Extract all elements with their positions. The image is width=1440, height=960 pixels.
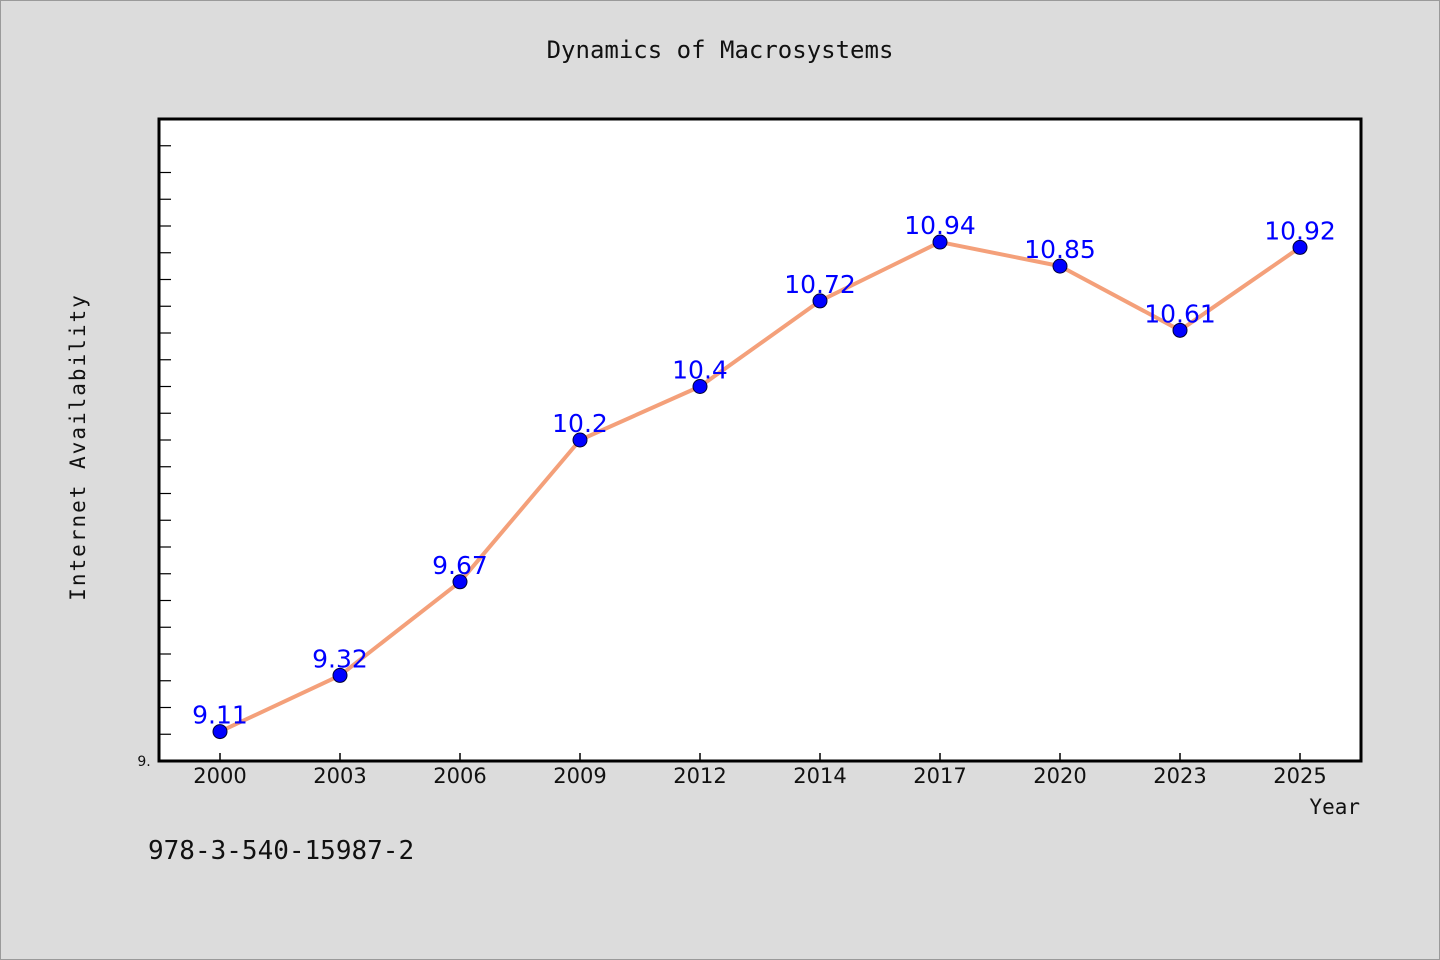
data-point-marker [1292, 239, 1308, 255]
data-label: 10.61 [1144, 299, 1216, 328]
isbn-footnote: 978-3-540-15987-2 [148, 836, 415, 866]
x-tick-label: 2006 [433, 764, 486, 788]
data-point-marker [572, 432, 588, 448]
x-axis-label: Year [1309, 795, 1360, 819]
series-line [218, 240, 1302, 734]
data-point-marker [1052, 258, 1068, 274]
data-label: 10.85 [1024, 235, 1096, 264]
data-point-marker [1172, 322, 1188, 338]
data-label: 10.2 [552, 409, 608, 438]
data-label: 10.94 [904, 211, 976, 240]
data-label: 10.4 [672, 356, 728, 385]
y-tick-label-min: 9. [137, 754, 150, 770]
x-tick-label: 2009 [553, 764, 606, 788]
x-tick-label: 2012 [673, 764, 726, 788]
data-point-marker [812, 293, 828, 309]
x-tick-label: 2000 [193, 764, 246, 788]
x-axis-ticks: 2000 2003 2006 2009 2012 2014 2017 2020 2023 2025 [193, 753, 1327, 788]
chart-title: Dynamics of Macrosystems [546, 36, 894, 64]
y-axis-ticks [159, 145, 171, 735]
data-label: 9.67 [432, 551, 488, 580]
x-tick-label: 2003 [313, 764, 366, 788]
x-tick-label: 2020 [1033, 764, 1086, 788]
data-label: 10.72 [784, 270, 856, 299]
data-label: 9.11 [192, 701, 248, 730]
x-tick-label: 2025 [1273, 764, 1326, 788]
data-point-marker [332, 667, 348, 683]
plot-area [157, 117, 1363, 763]
data-labels: 9.11 9.32 9.67 10.2 10.4 10.72 10.94 10.85 10.61… [192, 211, 1336, 730]
x-tick-label: 2014 [793, 764, 846, 788]
x-tick-label: 2017 [913, 764, 966, 788]
data-point-marker [692, 379, 708, 394]
data-points [212, 234, 1308, 740]
data-point-marker [452, 574, 468, 590]
data-label: 9.32 [312, 644, 368, 673]
data-label: 10.92 [1264, 216, 1336, 245]
x-tick-label: 2023 [1153, 764, 1206, 788]
data-point-marker [932, 234, 948, 250]
data-point-marker [212, 724, 228, 740]
